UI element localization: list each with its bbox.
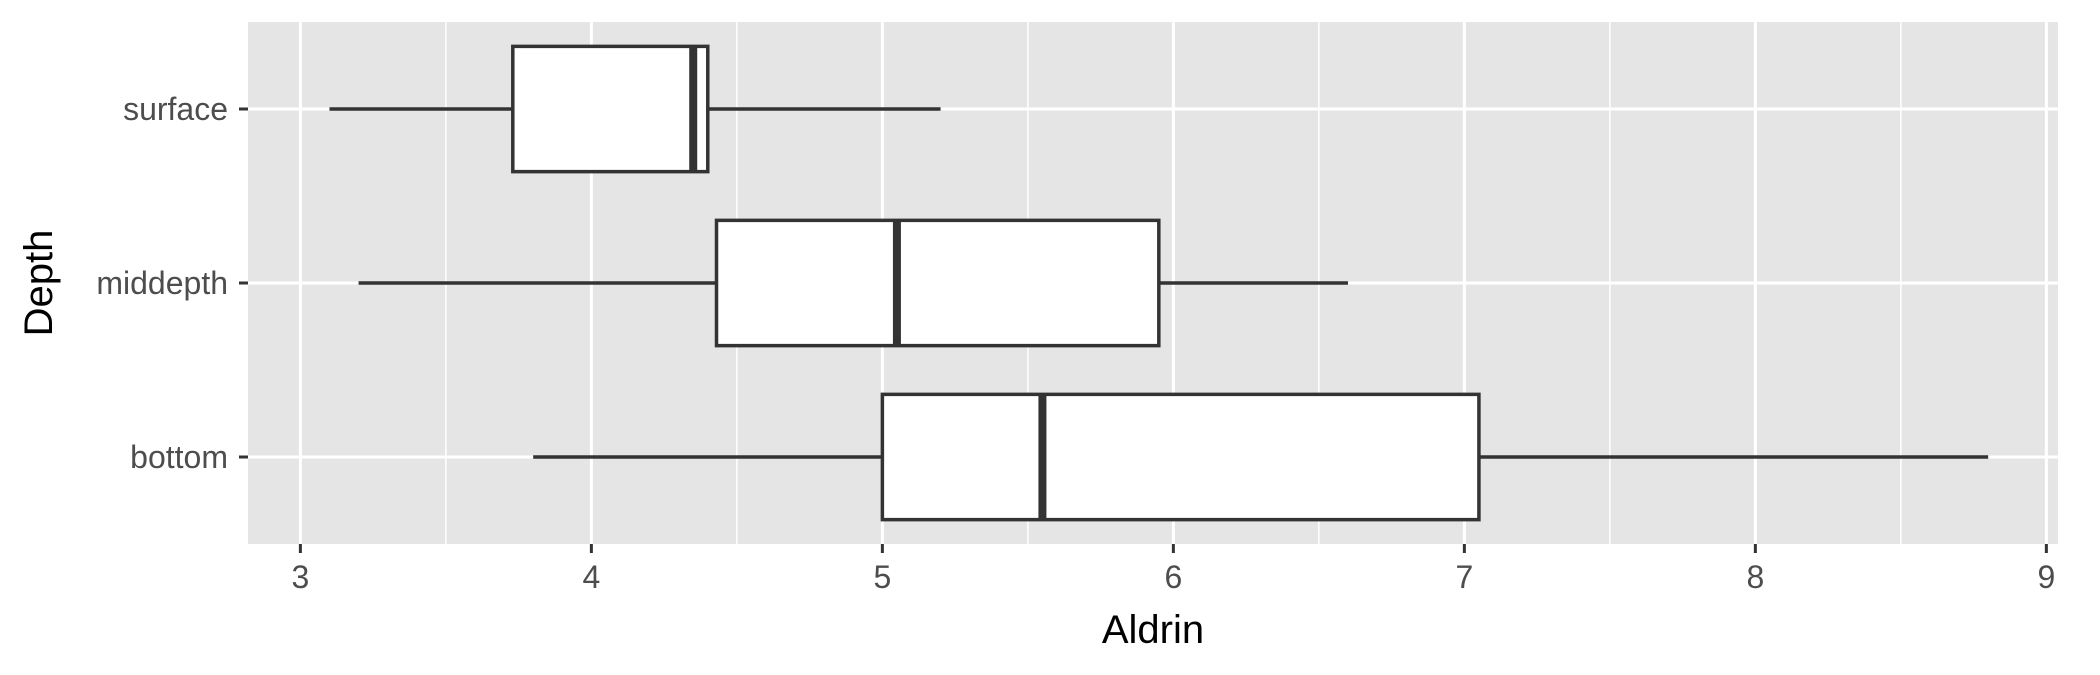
x-tick-label: 4 [582, 559, 600, 595]
box-surface [329, 44, 941, 174]
box-iqr [880, 392, 1481, 522]
x-tick-label: 7 [1455, 559, 1473, 595]
x-axis-title: Aldrin [1102, 608, 1204, 652]
x-tick-label: 5 [873, 559, 891, 595]
boxes-layer [329, 44, 1989, 522]
x-tick-label: 3 [291, 559, 309, 595]
box-iqr [511, 44, 710, 174]
box-bottom [533, 392, 1989, 522]
box-iqr [714, 218, 1161, 348]
x-axis: 3 4 5 6 7 8 9 [291, 544, 2055, 595]
y-tick-label: middepth [96, 265, 228, 301]
box-middepth [358, 218, 1348, 348]
y-tick-label: bottom [130, 439, 228, 475]
x-tick-label: 9 [2037, 559, 2055, 595]
y-axis-title: Depth [17, 230, 61, 337]
y-tick-label: surface [123, 91, 228, 127]
y-axis: surface middepth bottom [96, 91, 248, 475]
x-tick-label: 8 [1746, 559, 1764, 595]
x-tick-label: 6 [1164, 559, 1182, 595]
